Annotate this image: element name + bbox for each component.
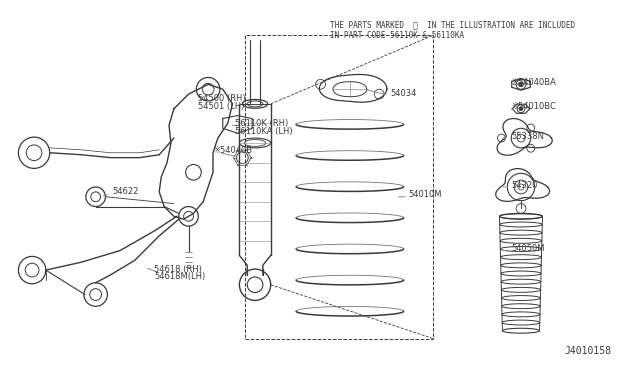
Text: ※54010BC: ※54010BC [511, 102, 556, 111]
Text: 54010M: 54010M [408, 190, 442, 199]
Circle shape [519, 107, 523, 111]
Text: 54050M: 54050M [511, 244, 545, 253]
Text: 54034: 54034 [390, 89, 417, 97]
Text: 54622: 54622 [112, 187, 139, 196]
Text: 55338N: 55338N [511, 132, 544, 141]
Text: 54618M(LH): 54618M(LH) [154, 272, 205, 282]
Text: ※54040B: ※54040B [213, 146, 252, 155]
Text: 56110KA (LH): 56110KA (LH) [236, 127, 293, 136]
Text: 54500 (RH): 54500 (RH) [198, 94, 246, 103]
Text: J4010158: J4010158 [564, 346, 611, 356]
Text: 56110K (RH): 56110K (RH) [236, 119, 289, 128]
Circle shape [518, 82, 524, 87]
Text: 54501 (LH): 54501 (LH) [198, 102, 244, 111]
Text: 54618 (RH): 54618 (RH) [154, 264, 202, 274]
Text: 54320: 54320 [511, 180, 538, 189]
Text: ※54040BA: ※54040BA [511, 78, 556, 87]
Text: THE PARTS MARKED  ※  IN THE ILLUSTRATION ARE INCLUDED
IN PART CODE 56110K & 5611: THE PARTS MARKED ※ IN THE ILLUSTRATION A… [330, 21, 575, 40]
